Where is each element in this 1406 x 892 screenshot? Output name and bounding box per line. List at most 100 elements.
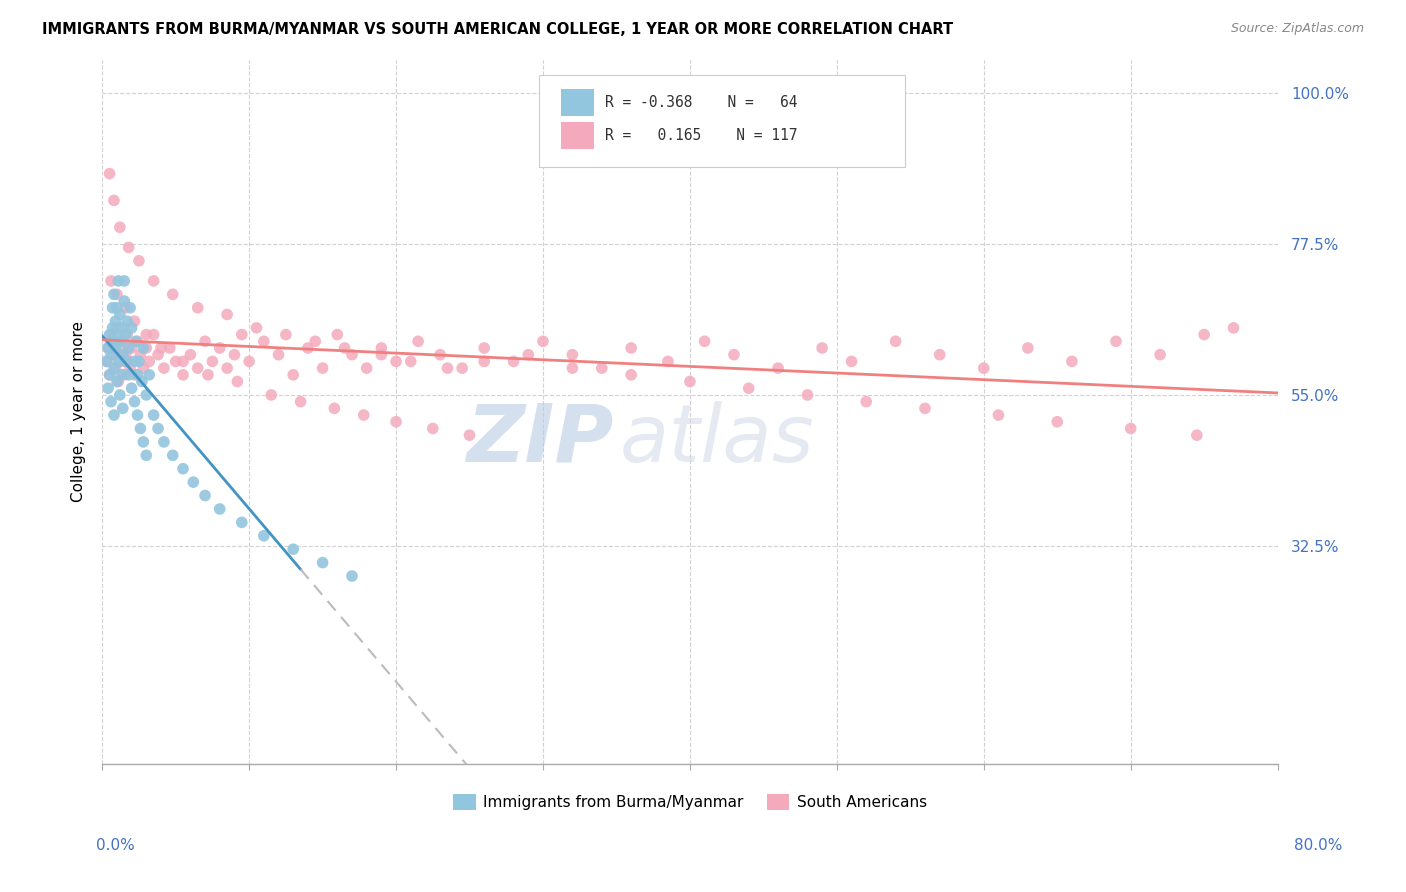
Point bbox=[429, 348, 451, 362]
Point bbox=[115, 314, 138, 328]
Text: R = -0.368    N =   64: R = -0.368 N = 64 bbox=[606, 95, 797, 110]
Point bbox=[129, 421, 152, 435]
Point bbox=[737, 381, 759, 395]
Point bbox=[274, 327, 297, 342]
Point bbox=[841, 354, 863, 368]
Point bbox=[105, 287, 128, 301]
Point bbox=[124, 394, 146, 409]
Point bbox=[128, 253, 150, 268]
Point bbox=[267, 348, 290, 362]
Text: 0.0%: 0.0% bbox=[96, 838, 135, 853]
Point bbox=[356, 361, 378, 376]
Point bbox=[197, 368, 219, 382]
Point bbox=[105, 321, 128, 335]
Point bbox=[260, 388, 283, 402]
Point bbox=[101, 334, 124, 349]
Point bbox=[1119, 421, 1142, 435]
Point bbox=[104, 361, 127, 376]
Point bbox=[129, 348, 152, 362]
Point bbox=[928, 348, 950, 362]
Point bbox=[333, 341, 356, 355]
Point bbox=[311, 361, 333, 376]
Point bbox=[103, 348, 125, 362]
Point bbox=[311, 556, 333, 570]
Point bbox=[128, 354, 150, 368]
Point bbox=[98, 327, 121, 342]
Point bbox=[591, 361, 613, 376]
Point bbox=[97, 381, 120, 395]
Point bbox=[110, 354, 132, 368]
Point bbox=[120, 301, 142, 315]
Y-axis label: College, 1 year or more: College, 1 year or more bbox=[72, 321, 86, 502]
Point bbox=[399, 354, 422, 368]
Point bbox=[693, 334, 716, 349]
Point bbox=[135, 448, 157, 462]
Point bbox=[385, 354, 408, 368]
Point bbox=[370, 348, 392, 362]
Point bbox=[385, 415, 408, 429]
Point bbox=[124, 354, 146, 368]
Point bbox=[98, 368, 121, 382]
Point bbox=[406, 334, 429, 349]
Point bbox=[121, 341, 143, 355]
Point bbox=[194, 334, 217, 349]
Point bbox=[138, 368, 160, 382]
Point bbox=[100, 327, 122, 342]
Point bbox=[124, 314, 146, 328]
Point bbox=[914, 401, 936, 416]
Point bbox=[114, 327, 136, 342]
Point bbox=[114, 354, 136, 368]
Point bbox=[323, 401, 346, 416]
FancyBboxPatch shape bbox=[540, 75, 905, 168]
Point bbox=[132, 434, 155, 449]
Point bbox=[124, 368, 146, 382]
Point bbox=[108, 220, 131, 235]
Legend: Immigrants from Burma/Myanmar, South Americans: Immigrants from Burma/Myanmar, South Ame… bbox=[447, 788, 934, 816]
Point bbox=[1017, 341, 1039, 355]
Point bbox=[172, 354, 194, 368]
Point bbox=[283, 542, 305, 557]
Point bbox=[100, 274, 122, 288]
Point bbox=[120, 361, 142, 376]
Point bbox=[105, 375, 128, 389]
Point bbox=[370, 341, 392, 355]
Point bbox=[1060, 354, 1083, 368]
Point bbox=[101, 301, 124, 315]
Point bbox=[231, 516, 253, 530]
Point bbox=[472, 341, 495, 355]
Point bbox=[304, 334, 326, 349]
Point bbox=[98, 167, 121, 181]
Point bbox=[98, 368, 121, 382]
Point bbox=[103, 194, 125, 208]
Point bbox=[149, 341, 172, 355]
Point bbox=[1149, 348, 1171, 362]
Text: ZIP: ZIP bbox=[467, 401, 613, 479]
Point bbox=[138, 354, 160, 368]
Point bbox=[127, 368, 149, 382]
Text: 80.0%: 80.0% bbox=[1295, 838, 1343, 853]
Point bbox=[187, 361, 209, 376]
Point bbox=[115, 327, 138, 342]
Point bbox=[105, 327, 128, 342]
Point bbox=[253, 334, 276, 349]
Point bbox=[108, 341, 131, 355]
Point bbox=[796, 388, 818, 402]
Point bbox=[987, 408, 1010, 422]
Point bbox=[112, 274, 135, 288]
Point bbox=[187, 301, 209, 315]
Point bbox=[111, 401, 134, 416]
Point bbox=[179, 348, 201, 362]
Point bbox=[973, 361, 995, 376]
Point bbox=[114, 348, 136, 362]
Point bbox=[118, 240, 141, 254]
Point bbox=[855, 394, 877, 409]
Point bbox=[353, 408, 375, 422]
Point bbox=[104, 314, 127, 328]
Point bbox=[326, 327, 349, 342]
Point bbox=[290, 394, 312, 409]
Point bbox=[657, 354, 679, 368]
Point bbox=[451, 361, 474, 376]
Point bbox=[436, 361, 458, 376]
Point bbox=[194, 489, 217, 503]
Point bbox=[340, 569, 363, 583]
